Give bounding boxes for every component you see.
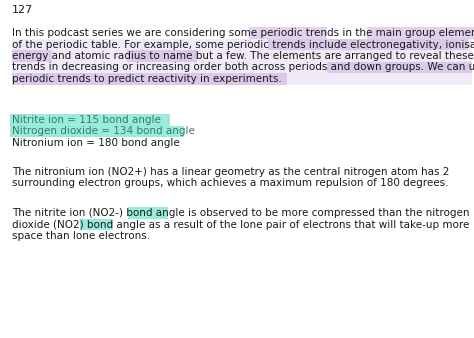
Bar [12, 73, 472, 84]
Bar [10, 114, 170, 125]
Text: Nitronium ion = 180 bond angle: Nitronium ion = 180 bond angle [12, 138, 180, 148]
Bar [12, 50, 52, 62]
Text: trends in decreasing or increasing order both across periods and down groups. We: trends in decreasing or increasing order… [12, 63, 474, 72]
Bar [268, 39, 468, 50]
Bar [367, 27, 474, 39]
Bar [12, 73, 287, 84]
Text: energy and atomic radius to name but a few. The elements are arranged to reveal : energy and atomic radius to name but a f… [12, 51, 474, 61]
Bar [12, 50, 472, 62]
Text: In this podcast series we are considering some periodic trends in the main group: In this podcast series we are considerin… [12, 28, 474, 38]
Bar [127, 50, 197, 62]
Bar [12, 39, 472, 50]
Bar [80, 218, 113, 230]
Bar [10, 125, 184, 137]
Text: 127: 127 [12, 5, 33, 15]
Text: of the periodic table. For example, some periodic trends include electronegativi: of the periodic table. For example, some… [12, 40, 474, 49]
Text: periodic trends to predict reactivity in experiments.: periodic trends to predict reactivity in… [12, 74, 282, 84]
Text: Nitrogen dioxide = 134 bond angle: Nitrogen dioxide = 134 bond angle [12, 126, 195, 137]
Text: dioxide (NO2) bond angle as a result of the lone pair of electrons that will tak: dioxide (NO2) bond angle as a result of … [12, 219, 469, 230]
Bar [249, 27, 327, 39]
Bar [12, 62, 472, 73]
Text: surrounding electron groups, which achieves a maximum repulsion of 180 degrees.: surrounding electron groups, which achie… [12, 178, 448, 189]
Text: The nitrite ion (NO2-) bond angle is observed to be more compressed than the nit: The nitrite ion (NO2-) bond angle is obs… [12, 208, 470, 218]
Text: Nitrite ion = 115 bond angle: Nitrite ion = 115 bond angle [12, 115, 161, 125]
Bar [128, 207, 168, 218]
Bar [327, 62, 472, 73]
Text: The nitronium ion (NO2+) has a linear geometry as the central nitrogen atom has : The nitronium ion (NO2+) has a linear ge… [12, 167, 449, 177]
Text: space than lone electrons.: space than lone electrons. [12, 231, 150, 241]
